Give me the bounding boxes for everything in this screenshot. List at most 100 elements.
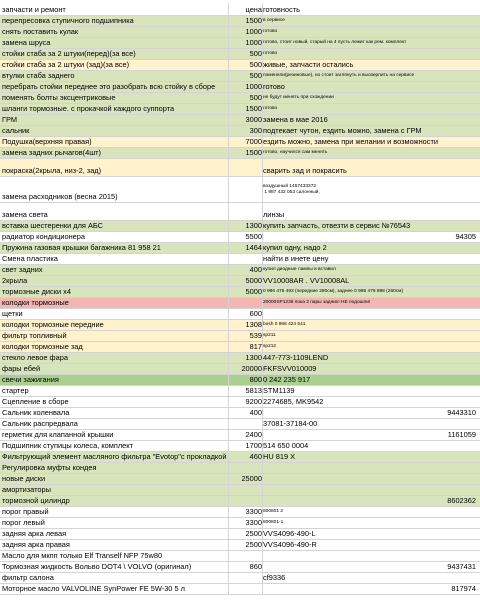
column-divider: [228, 104, 229, 114]
column-divider: [262, 518, 263, 528]
status: купить запчасть, отвезти в сервис №76543: [263, 221, 411, 230]
item-name: щетки: [2, 309, 23, 318]
row: фары ебей 20000 FKFSVV010009: [0, 364, 480, 375]
item-name: амортизаторы: [2, 485, 51, 494]
status: готово, стоит новый, старый на 4 пусть л…: [263, 40, 407, 45]
price: 1500: [245, 16, 262, 25]
row: Фильтрующий элемент масляного фильтра "E…: [0, 452, 480, 463]
row: замена задних рычагов(4шт) 1500 готово, на…: [0, 148, 480, 159]
part-code: 9437431: [447, 562, 476, 571]
price: 1300: [245, 353, 262, 362]
row: замена расходников (весна 2015) воздушный…: [0, 177, 480, 203]
price: 1308: [245, 320, 262, 329]
status: 2274685, MK9542: [263, 397, 324, 406]
row: стойки стаба за 2 штуки(перед)(за все) 50…: [0, 49, 480, 60]
column-divider: [228, 27, 229, 37]
column-divider: [262, 298, 263, 308]
row: покраска(2крыла, низ-2, зад) сварить зад …: [0, 159, 480, 177]
item-name: Подшипник ступицы колеса, комплект: [2, 441, 133, 450]
status: 0 986 478 493 (передние 280см), заднее 0…: [263, 289, 404, 294]
column-divider: [262, 562, 263, 572]
price: 817: [249, 342, 262, 351]
row: колодки тормозные зад 817 sp212: [0, 342, 480, 353]
status: VVS4096-490-L: [263, 529, 316, 538]
row: порог левый 3300 800801-1: [0, 518, 480, 529]
column-divider: [262, 496, 263, 506]
item-name: Моторное масло VALVOLINE SynPower FE 5W-…: [2, 584, 185, 593]
row: Подшипник ступицы колеса, комплект 1700 51…: [0, 441, 480, 452]
status: VVS4096-490-R: [263, 540, 317, 549]
item-name: Сцепление в сборе: [2, 397, 69, 406]
column-divider: [262, 159, 263, 176]
row: Тормозная жидкость Вольво DOT4 \ VOLVO (…: [0, 562, 480, 573]
column-divider: [228, 408, 229, 418]
column-divider: [228, 82, 229, 92]
column-divider: [228, 243, 229, 253]
status: ездить можно, замена при желании и возмо…: [263, 137, 438, 146]
price: 2500: [245, 540, 262, 549]
price: 2500: [245, 529, 262, 538]
column-divider: [262, 137, 263, 147]
column-divider: [228, 375, 229, 385]
column-divider: [228, 386, 229, 396]
column-divider: [228, 265, 229, 275]
column-divider: [262, 529, 263, 539]
column-divider: [262, 375, 263, 385]
status: купил одну, надо 2: [263, 243, 327, 252]
price: 2400: [245, 430, 262, 439]
column-divider: [262, 115, 263, 125]
price: 5500: [245, 232, 262, 241]
status: готово: [263, 51, 278, 56]
row: Масло для мкпп только Elf Tranself NFP 7…: [0, 551, 480, 562]
column-divider: [262, 126, 263, 136]
row: амортизаторы: [0, 485, 480, 496]
column-divider: [228, 3, 229, 15]
item-name: поменять болты эксцентриковые: [2, 93, 116, 102]
column-divider: [228, 159, 229, 176]
column-divider: [262, 27, 263, 37]
column-divider: [228, 203, 229, 220]
column-divider: [228, 254, 229, 264]
column-divider: [262, 452, 263, 462]
row: тормозные диски х4 5000 0 986 478 493 (пер…: [0, 287, 480, 298]
item-name: замена расходников (весна 2015): [2, 192, 118, 201]
column-divider: [228, 276, 229, 286]
row: колодки тормозные передние 1308 bosh 0 986…: [0, 320, 480, 331]
price: 20000: [241, 364, 262, 373]
row: замена света линзы: [0, 203, 480, 221]
row: перепресовка ступичного подшипника 1500 в …: [0, 16, 480, 27]
item-name: порог левый: [2, 518, 45, 527]
item-name: тормозной цилиндр: [2, 496, 70, 505]
column-divider: [228, 177, 229, 202]
status: FKFSVV010009: [263, 364, 317, 373]
column-divider: [228, 496, 229, 506]
part-code: 1161059: [447, 430, 476, 439]
column-divider: [228, 529, 229, 539]
row: радиатор кондиционера 5500 94305: [0, 232, 480, 243]
status: воздушный 1457433372 1 987 432 053 салон…: [263, 183, 320, 195]
column-divider: [262, 441, 263, 451]
status: готово: [263, 106, 278, 111]
row: Сцепление в сборе 9200 2274685, MK9542: [0, 397, 480, 408]
status: 514 650 0004: [263, 441, 309, 450]
row: Моторное масло VALVOLINE SynPower FE 5W-…: [0, 584, 480, 595]
row: фильтр топливный 539 sp211: [0, 331, 480, 342]
column-divider: [262, 342, 263, 352]
column-divider: [228, 93, 229, 103]
column-divider: [262, 243, 263, 253]
item-name: сальник: [2, 126, 30, 135]
row: поменять болты эксцентриковые 500 не будут…: [0, 93, 480, 104]
column-divider: [228, 518, 229, 528]
price: 500: [249, 93, 262, 102]
column-divider: [262, 148, 263, 158]
column-divider: [262, 309, 263, 319]
price: 1000: [245, 38, 262, 47]
row: новые диски 25000: [0, 474, 480, 485]
price: 500: [249, 60, 262, 69]
price: 5000: [245, 287, 262, 296]
status: sp212: [263, 344, 277, 349]
column-divider: [262, 364, 263, 374]
column-divider: [262, 430, 263, 440]
row: ГРМ 3000 замена в мае 2016: [0, 115, 480, 126]
column-divider: [228, 320, 229, 330]
